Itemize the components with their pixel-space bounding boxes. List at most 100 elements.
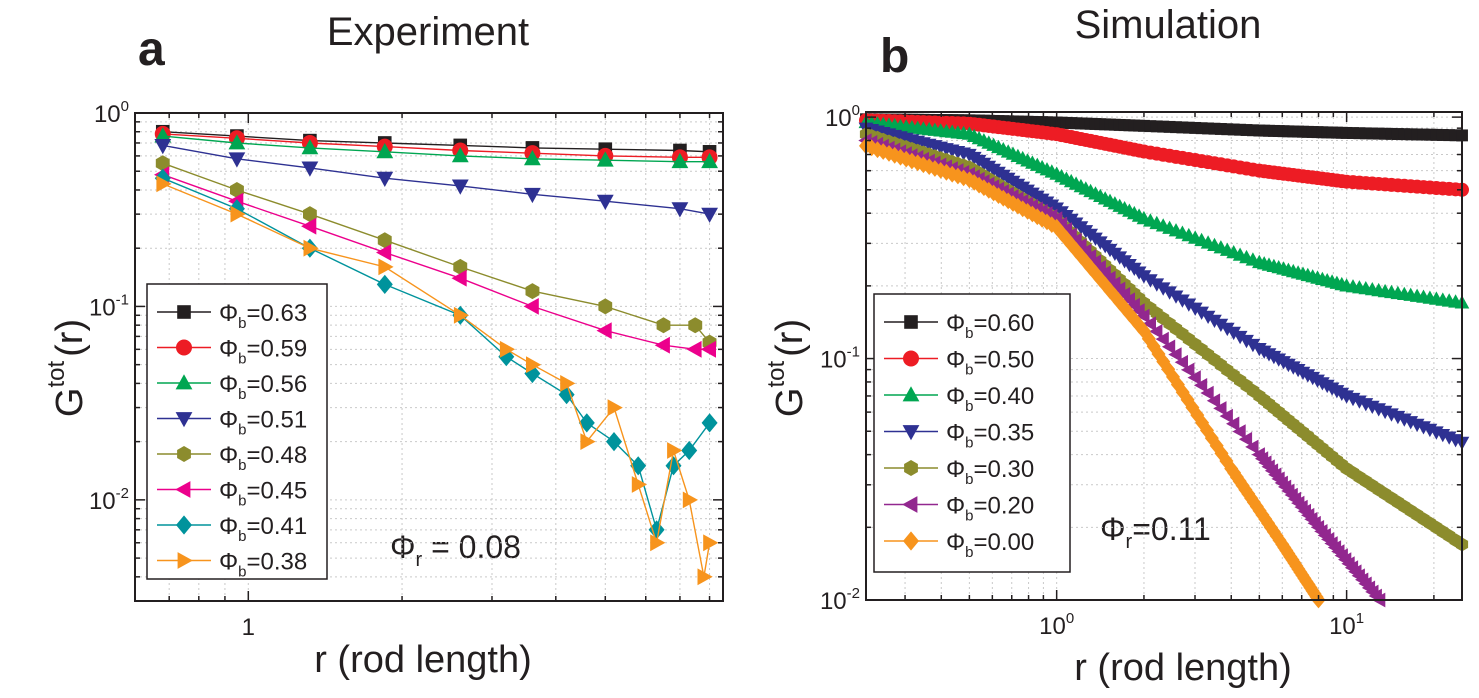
panel-a-y-tick-label: 10-1 xyxy=(89,291,129,321)
panel-a-series-7 xyxy=(156,175,719,586)
panel-b-data-point xyxy=(1353,127,1366,140)
panel-b-data-point xyxy=(1181,362,1195,378)
panel-b-data-point xyxy=(1143,274,1158,288)
panel-a-data-point xyxy=(303,239,319,257)
panel-b-data-point xyxy=(1049,218,1064,236)
panel-a-legend-item: Φb=0.56 xyxy=(157,371,307,403)
panel-a-data-point xyxy=(451,269,467,287)
panel-b-legend-item: Φb=0.30 xyxy=(884,456,1034,488)
panel-b-data-point xyxy=(1149,278,1165,292)
panel-b-data-point xyxy=(1142,316,1156,332)
panel-a-data-point xyxy=(560,375,576,392)
panel-b-data-point xyxy=(1144,120,1157,133)
panel-a-legend-label: Φb=0.59 xyxy=(219,336,307,368)
panel-b-series-3 xyxy=(858,122,1470,450)
panel-b-data-point xyxy=(1430,128,1443,141)
panel-b-data-point xyxy=(1246,124,1259,137)
panel-b-legend-marker xyxy=(902,425,920,441)
panel-a-data-point xyxy=(301,161,319,177)
panel-b-x-tick-label: 100 xyxy=(1039,610,1074,640)
panel-b-data-point xyxy=(1423,128,1436,141)
panel-b-data-point xyxy=(1232,424,1246,439)
panel-b-data-point xyxy=(1185,399,1200,416)
panel-b-legend-marker xyxy=(904,460,918,476)
panel-b-annotation-sub: r xyxy=(1126,531,1133,553)
panel-a-legend-marker xyxy=(176,515,192,535)
panel-a-data-point xyxy=(596,194,614,210)
panel-b-data-point xyxy=(1214,123,1227,135)
panel-a-data-point xyxy=(596,322,612,339)
panel-a-data-point xyxy=(228,152,246,168)
panel-b-data-point xyxy=(1163,120,1176,133)
panel-b-legend-marker xyxy=(903,350,919,367)
panel-b-data-point xyxy=(1150,120,1163,133)
panel-a-data-point xyxy=(498,347,515,367)
panel-a-y-tick-label: 100 xyxy=(94,98,129,128)
panel-a-data-point xyxy=(524,187,541,204)
panel-a-legend-label: Φb=0.38 xyxy=(219,549,307,581)
panel-b-legend-item: Φb=0.60 xyxy=(884,310,1034,342)
panel-a-ylabel-sup: tot xyxy=(43,361,70,388)
panel-b-annotation-text: =0.11 xyxy=(1132,511,1211,547)
panel-a-annotation: Φr = 0.08 xyxy=(390,529,521,571)
panel-a-legend-marker xyxy=(177,305,191,319)
panel-b-legend-box xyxy=(873,293,1071,573)
panel-a-legend-label: Φb=0.51 xyxy=(219,407,307,439)
panel-a-legend-item: Φb=0.59 xyxy=(157,336,307,368)
panel-a-data-point xyxy=(580,433,596,450)
panel-a-legend-item: Φb=0.38 xyxy=(157,549,307,581)
panel-a-data-point xyxy=(701,413,718,433)
panel-b-data-point xyxy=(1200,385,1214,401)
panel-b-data-point xyxy=(916,156,931,174)
panel-b-plot: 100 10110010-110-2Φb=0.60Φb=0.50Φb=0.40Φb… xyxy=(820,102,1470,640)
panel-b-data-point xyxy=(996,189,1011,207)
panel-b-data-point xyxy=(1189,121,1202,134)
svg-text:Gtot(r): Gtot (r) xyxy=(43,319,91,417)
panel-a-series-3 xyxy=(154,139,718,223)
panel-a-legend-item: Φb=0.48 xyxy=(157,442,307,474)
panel-a-data-point xyxy=(451,147,469,163)
panel-b-data-point xyxy=(1206,393,1221,409)
panel-b-data-point xyxy=(945,165,960,183)
panel-b-annotation: Φr=0.11 xyxy=(1100,511,1211,553)
panel-b-data-point xyxy=(1221,123,1234,136)
panel-b-data-point xyxy=(1170,121,1182,134)
panel-a-data-point xyxy=(598,298,613,315)
panel-a-annotation-text: = 0.08 xyxy=(422,529,521,565)
panel-a-data-point xyxy=(523,298,539,315)
panel-b-legend-label: Φb=0.40 xyxy=(946,383,1034,415)
panel-b-legend-label: Φb=0.35 xyxy=(946,420,1034,452)
panel-a-data-point xyxy=(525,283,540,300)
panel-b-data-point xyxy=(1136,270,1152,284)
panel-b-data-point xyxy=(1157,120,1170,133)
panel-b-legend-item: Φb=0.50 xyxy=(884,347,1034,379)
panel-a-annotation-symbol: Φ xyxy=(390,529,416,565)
panel-b-data-point xyxy=(1040,213,1054,231)
panel-b-legend-marker xyxy=(902,496,918,513)
panel-a-data-point xyxy=(671,202,689,218)
panel-a-data-point xyxy=(303,206,317,223)
panel-a-data-point xyxy=(596,151,614,167)
panel-a-data-point xyxy=(376,274,393,294)
panel-a-data-point xyxy=(630,456,647,476)
panel-b-data-point xyxy=(1194,306,1209,320)
panel-b-letter: b xyxy=(880,30,909,83)
panel-b-data-point xyxy=(1174,354,1188,370)
panel-a-data-point xyxy=(228,134,246,150)
panel-a-data-point xyxy=(701,152,718,169)
panel-a-data-point xyxy=(701,207,718,223)
panel-b-data-point xyxy=(1213,318,1229,332)
panel-b-legend-item: Φb=0.40 xyxy=(884,383,1034,415)
panel-b-data-point xyxy=(1219,452,1234,470)
panel-a-data-point xyxy=(697,568,713,586)
panel-a-legend-marker xyxy=(175,412,193,428)
panel-b-data-point xyxy=(967,174,982,191)
panel-b-data-point xyxy=(1182,121,1195,134)
panel-b-data-point xyxy=(1176,121,1189,134)
panel-b-data-point xyxy=(1238,431,1253,447)
panel-b-data-point xyxy=(1245,338,1261,353)
panel-b-data-point xyxy=(882,145,896,162)
panel-a-plot-frame xyxy=(134,112,724,602)
panel-a-data-point xyxy=(656,317,671,334)
